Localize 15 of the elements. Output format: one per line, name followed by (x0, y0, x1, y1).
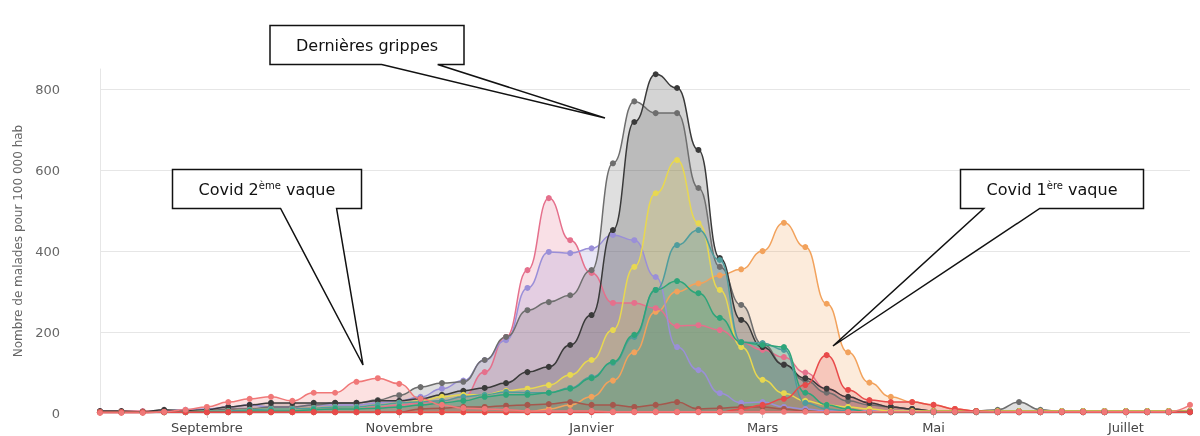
x-tick-label: Septembre (171, 420, 243, 435)
x-tick-label: Mai (922, 420, 945, 435)
y-tick-label: 800 (35, 81, 60, 97)
y-axis-title: Nombre de malades pour 100 000 hab (11, 124, 26, 358)
x-tick-label: Janvier (568, 420, 615, 435)
x-tick-label: Novembre (365, 420, 433, 435)
y-tick-label: 0 (51, 405, 60, 421)
text: Dernières grippes (295, 34, 440, 57)
y-tick-label: 600 (35, 162, 60, 178)
y-tick-label: 400 (35, 243, 60, 259)
annotation: Covid 2$^{ème}$ vaque (197, 178, 337, 201)
x-tick-label: Juillet (1106, 420, 1144, 435)
x-tick-label: Mars (746, 420, 779, 435)
y-tick-label: 200 (35, 324, 60, 340)
annotation: Covid 1$^{ère}$ vaque (985, 178, 1119, 201)
